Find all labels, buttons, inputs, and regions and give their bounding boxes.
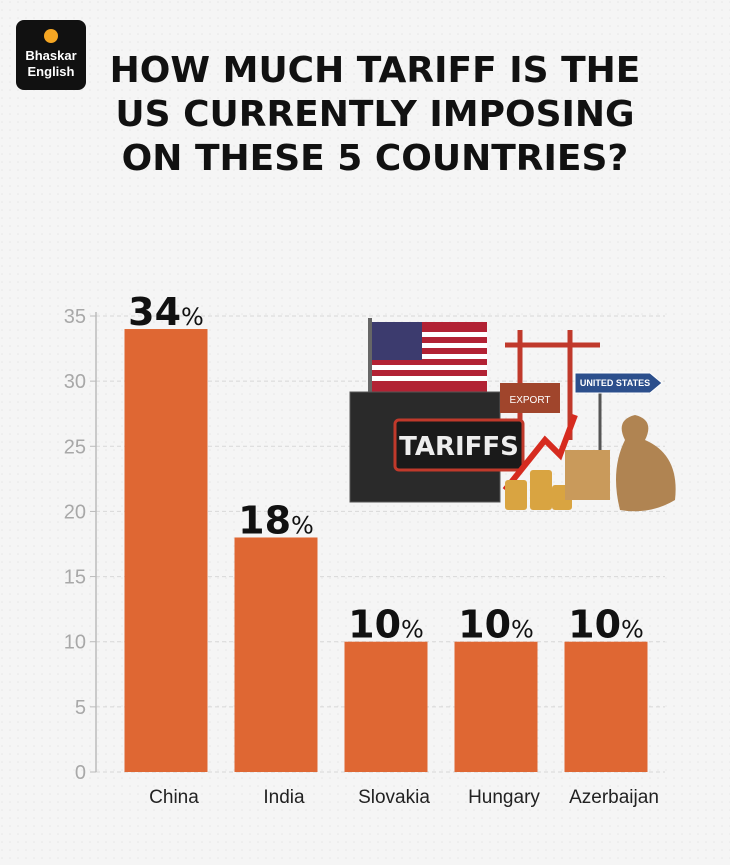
y-tick-label: 35 [64,306,86,328]
chart-title: ON THESE 5 COUNTRIES? [122,138,629,179]
export-text: EXPORT [510,395,551,406]
export-box [500,383,560,413]
arrow [502,413,578,492]
logo: Bhaskar English [16,20,86,90]
value-label: 10% [348,603,424,647]
illustration: TARIFFS EXPORT UNITED STATES [349,318,676,512]
bar [564,641,648,772]
bar [454,641,538,772]
chart-title: US CURRENTLY IMPOSING [115,94,634,135]
y-tick-label: 5 [75,697,86,719]
value-label: 34% [128,290,204,334]
sign [574,372,663,394]
money-bag [616,415,676,512]
percent-box [565,450,610,500]
bar [124,329,208,772]
sign-text: UNITED STATES [580,378,650,388]
x-tick-label: Slovakia [358,787,430,808]
x-tick-label: Azerbaijan [569,787,659,808]
bar [234,537,318,772]
flag-stripes [372,332,487,381]
container-text: TARIFFS [399,432,519,462]
bar [344,641,428,772]
logo-sun [44,29,58,43]
x-tick-label: China [149,787,199,808]
y-tick-label: 20 [64,501,86,523]
logo-box [16,20,86,90]
y-tick-label: 15 [64,567,86,589]
logo-text: Bhaskar [25,48,76,63]
value-label: 18% [238,498,314,542]
y-tick-label: 30 [64,371,86,393]
y-tick-label: 10 [64,632,86,654]
logo-text: English [28,64,75,79]
x-tick-label: Hungary [468,787,540,808]
x-tick-label: India [263,787,305,808]
value-label: 10% [568,603,644,647]
value-label: 10% [458,603,534,647]
chart-title: HOW MUCH TARIFF IS THE [110,50,641,91]
flag-canton [372,322,422,360]
y-tick-label: 25 [64,436,86,458]
container-label [393,418,525,472]
y-tick-label: 0 [75,762,86,784]
